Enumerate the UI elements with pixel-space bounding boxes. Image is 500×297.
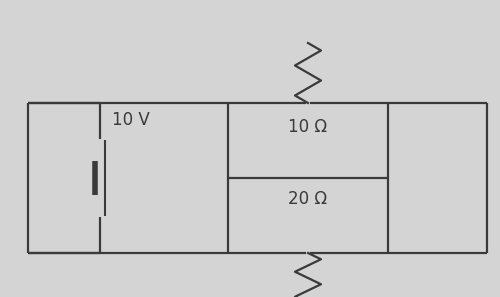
Text: 10 V: 10 V [112,111,150,129]
Text: 20 Ω: 20 Ω [288,190,328,208]
Text: 10 Ω: 10 Ω [288,118,328,136]
